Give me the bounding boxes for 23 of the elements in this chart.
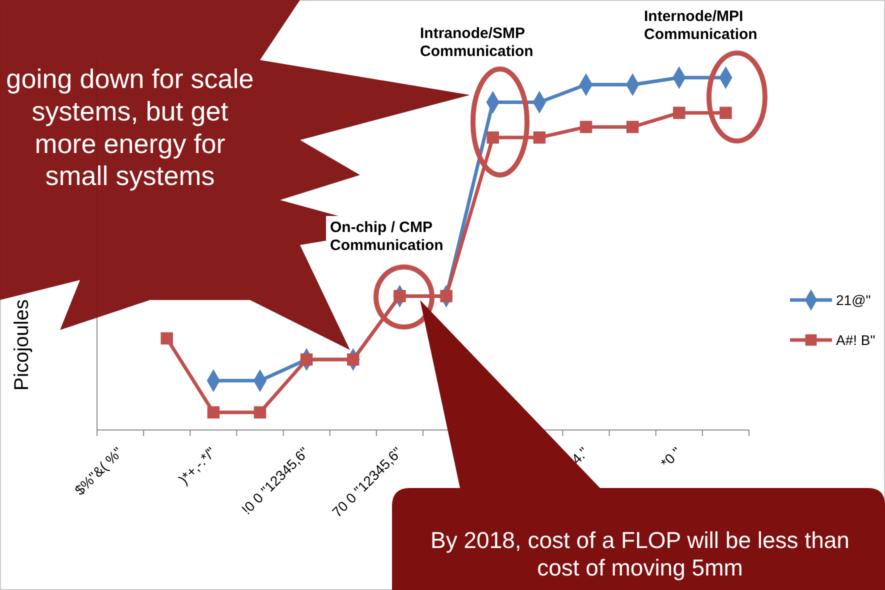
point bbox=[580, 120, 592, 134]
point bbox=[673, 106, 686, 119]
point bbox=[160, 332, 173, 345]
point bbox=[720, 106, 732, 119]
point bbox=[486, 131, 499, 144]
y-axis-title: Picojoules bbox=[11, 299, 33, 391]
annotation: going down for scale systems, but get more energy for small systems bbox=[6, 64, 254, 192]
point bbox=[207, 406, 220, 419]
text: By 2018, cost of a FLOP will be less than cost of moving 5mm bbox=[430, 527, 850, 581]
annotation: On-chip / CMP Communication bbox=[330, 219, 444, 254]
text: Intranode/SMP Communication bbox=[420, 25, 534, 60]
point bbox=[254, 406, 266, 419]
x-tick-label: 4." bbox=[568, 444, 592, 468]
point bbox=[440, 290, 452, 302]
point bbox=[626, 120, 639, 134]
point bbox=[533, 131, 546, 144]
text: Internode/MPI Communication bbox=[644, 8, 758, 43]
point bbox=[394, 290, 406, 302]
point bbox=[300, 353, 313, 366]
legend-label: A#! B" bbox=[836, 332, 876, 348]
x-tick-label: *0 " bbox=[657, 444, 684, 471]
point bbox=[347, 353, 360, 366]
legend-label: 21@" bbox=[836, 292, 871, 308]
